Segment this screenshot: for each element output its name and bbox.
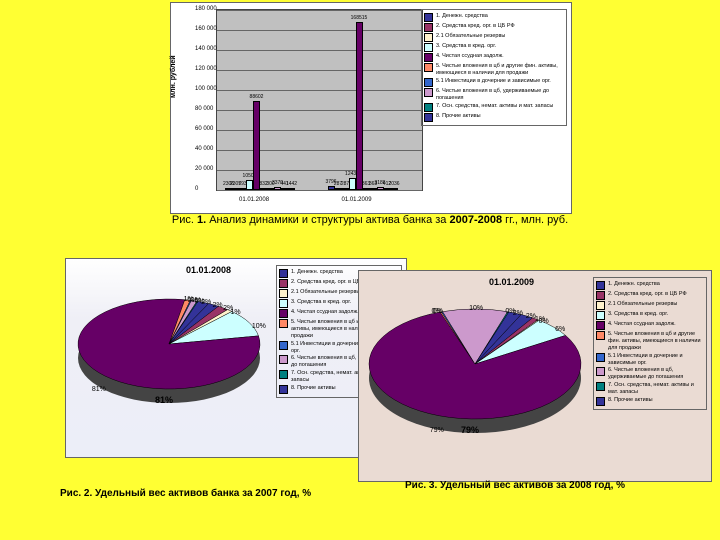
pie-2007-panel: 01.01.2008 2%2%1%10%81%1%0%1%0%2%81% 1. … xyxy=(65,258,407,458)
bar-legend: 1. Денежн. средства2. Средства кред. орг… xyxy=(421,9,567,126)
pie-2007-title: 01.01.2008 xyxy=(186,265,231,275)
y-axis-label: млн. рублей xyxy=(170,55,177,98)
pie-2008-panel: 01.01.2009 2%1%0%6%79%0%0%10%0%2%79% 1. … xyxy=(358,270,712,482)
figure-2-caption: Рис. 2. Удельный вес активов банка за 20… xyxy=(60,488,380,499)
pie-2008: 2%1%0%6%79%0%0%10%0%2%79% xyxy=(365,299,585,443)
bar-chart-panel: млн. рублей 2306230759310509886028323003… xyxy=(170,2,572,214)
figure-3-caption: Рис. 3. Удельный вес активов за 2008 год… xyxy=(405,480,705,491)
figure-1-caption: Рис. 1. Анализ динамики и структуры акти… xyxy=(170,214,570,226)
pie-2008-legend: 1. Денежн. средства2. Средства кред. орг… xyxy=(593,277,707,410)
bar-plot-area: 2306230759310509886028323003370441144237… xyxy=(216,9,423,191)
pie-2008-title: 01.01.2009 xyxy=(489,277,534,287)
pie-2007: 2%2%1%10%81%1%0%1%0%2%81% xyxy=(74,289,264,413)
